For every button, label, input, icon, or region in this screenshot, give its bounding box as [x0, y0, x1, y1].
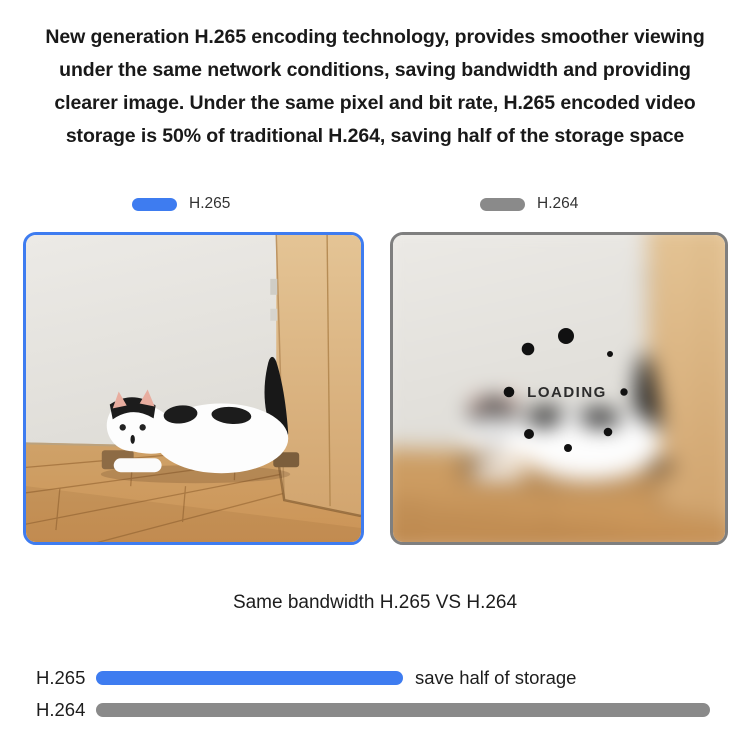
legend-label: H.264: [537, 195, 579, 212]
cat-photo-clear: [26, 235, 361, 542]
headline-line: clearer image. Under the same pixel and …: [54, 92, 696, 114]
bar-track: save half of storage: [96, 667, 710, 688]
headline: New generation H.265 encoding technology…: [20, 21, 730, 153]
h264-color-swatch: [480, 197, 525, 211]
headline-line: under the same network conditions, savin…: [59, 59, 691, 81]
cat-room-illustration: [26, 235, 361, 542]
h265-image-panel: [23, 232, 364, 545]
bar-annotation: save half of storage: [415, 667, 577, 688]
storage-bar-row-h264: H.264: [36, 699, 710, 720]
legend-item-h264: H.264: [480, 195, 578, 213]
spinner-dots-icon: LOADING: [503, 327, 628, 452]
bar-track: [96, 703, 710, 717]
storage-bar-row-h265: H.265 save half of storage: [36, 667, 710, 688]
headline-line: storage is 50% of traditional H.264, sav…: [65, 125, 685, 147]
h264-image-panel: LOADING: [390, 232, 728, 545]
bar-label: H.265: [36, 667, 86, 688]
legend-item-h265: H.265: [132, 195, 230, 213]
h264-storage-bar: [96, 703, 710, 717]
h265-color-swatch: [132, 197, 177, 211]
loading-spinner: LOADING: [492, 317, 642, 467]
comparison-caption: Same bandwidth H.265 VS H.264: [232, 592, 518, 613]
headline-line: New generation H.265 encoding technology…: [45, 26, 705, 48]
legend-label: H.265: [189, 195, 231, 212]
bar-label: H.264: [36, 699, 86, 720]
h265-storage-bar: [96, 671, 403, 685]
loading-text: LOADING: [527, 384, 607, 401]
